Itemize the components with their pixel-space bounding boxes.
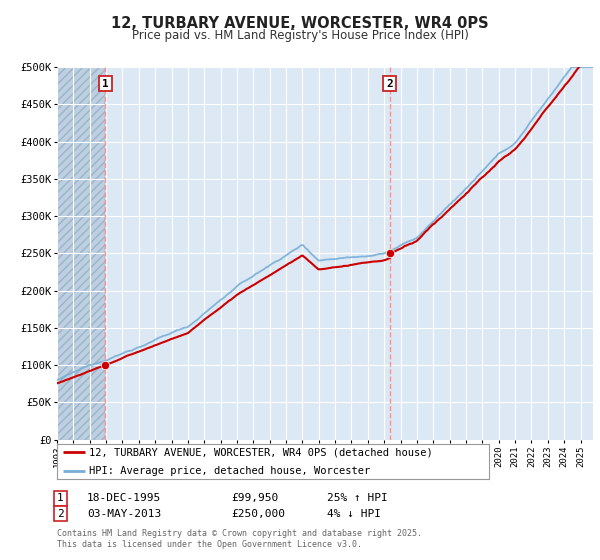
Text: 12, TURBARY AVENUE, WORCESTER, WR4 0PS: 12, TURBARY AVENUE, WORCESTER, WR4 0PS (111, 16, 489, 31)
Text: Price paid vs. HM Land Registry's House Price Index (HPI): Price paid vs. HM Land Registry's House … (131, 29, 469, 42)
Text: 12, TURBARY AVENUE, WORCESTER, WR4 0PS (detached house): 12, TURBARY AVENUE, WORCESTER, WR4 0PS (… (89, 447, 433, 458)
Text: 1: 1 (102, 78, 109, 88)
Text: 2: 2 (386, 78, 393, 88)
Text: 25% ↑ HPI: 25% ↑ HPI (327, 493, 388, 503)
Text: 1: 1 (57, 493, 64, 503)
Text: HPI: Average price, detached house, Worcester: HPI: Average price, detached house, Worc… (89, 466, 371, 476)
Text: £250,000: £250,000 (231, 508, 285, 519)
Text: 18-DEC-1995: 18-DEC-1995 (87, 493, 161, 503)
Polygon shape (57, 67, 106, 440)
Text: 03-MAY-2013: 03-MAY-2013 (87, 508, 161, 519)
Text: 4% ↓ HPI: 4% ↓ HPI (327, 508, 381, 519)
Text: Contains HM Land Registry data © Crown copyright and database right 2025.
This d: Contains HM Land Registry data © Crown c… (57, 529, 422, 549)
Text: 2: 2 (57, 508, 64, 519)
Text: £99,950: £99,950 (231, 493, 278, 503)
